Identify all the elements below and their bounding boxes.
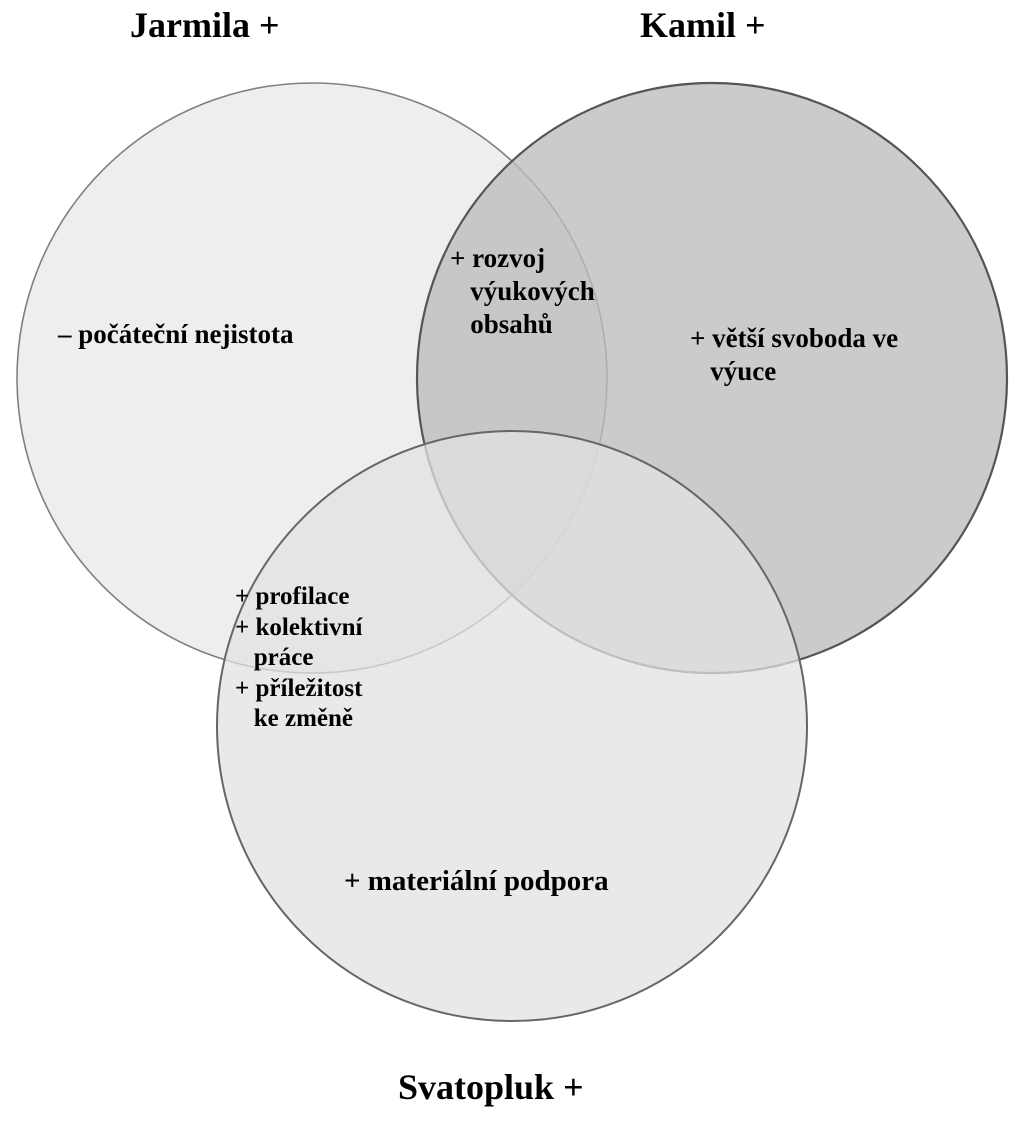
title-c: Svatopluk +	[398, 1066, 584, 1108]
region-ab: + rozvoj výukových obsahů	[450, 242, 595, 341]
region-b-only: + větší svoboda ve výuce	[690, 322, 898, 388]
region-a-only: – počáteční nejistota	[58, 318, 293, 351]
venn-diagram: Jarmila + Kamil + Svatopluk + – počátečn…	[0, 0, 1024, 1125]
region-ac: + profilace + kolektivní práce + příleži…	[235, 582, 362, 735]
title-b: Kamil +	[640, 4, 766, 46]
venn-svg	[0, 0, 1024, 1125]
title-a: Jarmila +	[130, 4, 279, 46]
region-c-only: + materiální podpora	[344, 864, 609, 899]
